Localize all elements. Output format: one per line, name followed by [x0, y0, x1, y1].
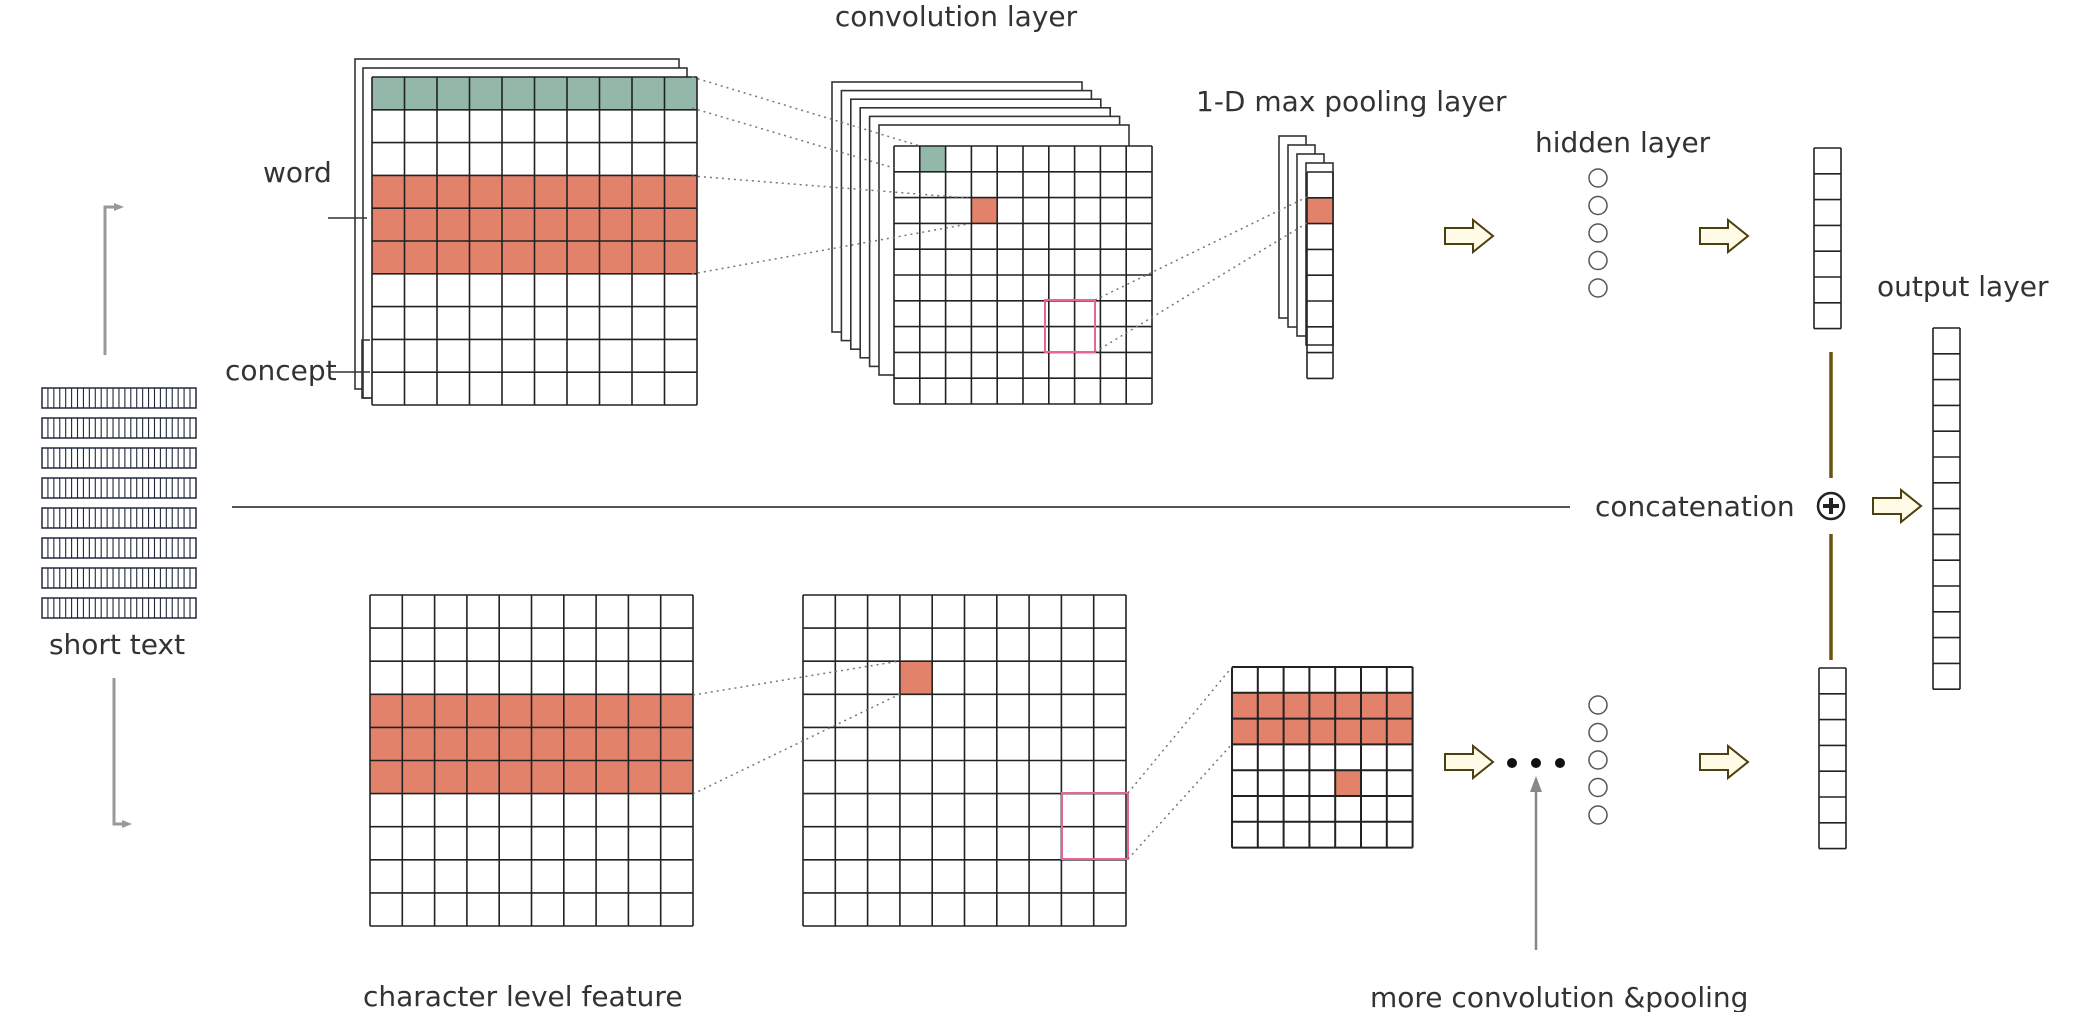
convolution-feature-map-stack — [831, 81, 1153, 405]
hidden-layer-nodes-top — [1588, 168, 1608, 298]
highlighted-cell — [899, 661, 933, 695]
flow-arrow — [1444, 217, 1495, 255]
branch-output-vector-top — [1813, 147, 1842, 330]
hidden-layer-nodes-bottom — [1588, 695, 1608, 825]
output-layer-vector — [1932, 327, 1961, 690]
short-text-row-ticks — [47, 418, 191, 438]
dotted-projection-line — [1127, 743, 1233, 860]
hidden-node — [1588, 168, 1608, 188]
down-arrow-head — [122, 820, 132, 828]
dotted-projection-line — [691, 175, 969, 199]
branch-output-vector-bottom — [1818, 667, 1847, 850]
flow-arrow — [1872, 487, 1923, 525]
short-text-row-ticks — [47, 508, 191, 528]
dotted-projection-line — [691, 107, 895, 169]
short-text-row-ticks — [47, 598, 191, 618]
vector-background — [1819, 668, 1846, 849]
vector-grid — [1818, 667, 1847, 850]
character-feature-matrix — [369, 594, 694, 927]
dotted-projection-line — [692, 660, 901, 696]
highlighted-cell — [919, 146, 946, 172]
short-text-row-ticks — [47, 538, 191, 558]
character-level-feature-label: character level feature — [363, 980, 683, 1012]
hidden-layer-label: hidden layer — [1535, 126, 1711, 159]
vector-grid — [1932, 327, 1961, 690]
dotted-projection-line — [691, 76, 921, 147]
ellipsis-dot — [1555, 758, 1565, 768]
ellipsis-dot — [1531, 758, 1541, 768]
dotted-projection-line — [692, 693, 901, 795]
pooling-window — [1061, 792, 1129, 860]
projection-lines — [691, 76, 1308, 860]
character-pooling-map — [1231, 666, 1414, 849]
hidden-node — [1588, 250, 1608, 271]
flow-arrow — [1444, 743, 1495, 781]
max-pooling-layer-label: 1-D max pooling layer — [1196, 85, 1507, 118]
dotted-projection-line — [1127, 666, 1233, 794]
short-text-row-ticks — [47, 478, 191, 498]
concat-plus-sign — [1823, 498, 1839, 514]
highlighted-cell — [1335, 770, 1361, 796]
word-label: word — [263, 156, 332, 189]
grid-lines — [371, 76, 698, 406]
down-connector-line — [112, 678, 126, 826]
vector-background — [1814, 148, 1841, 329]
up-arrow-head — [114, 203, 124, 211]
vector-grid — [1813, 147, 1842, 330]
short-text-stack — [41, 387, 197, 619]
short-text-row-ticks — [47, 568, 191, 588]
hidden-node — [1588, 750, 1608, 770]
pool-strip — [1305, 162, 1334, 346]
grid-lines — [893, 145, 1153, 405]
word-concept-embedding-matrix — [354, 58, 698, 406]
more-conv-arrow-head — [1530, 776, 1542, 792]
grid-lines — [369, 594, 694, 927]
flow-arrow — [1699, 217, 1750, 255]
max-pooling-stack — [1278, 135, 1334, 380]
grid-lines — [1231, 666, 1414, 849]
flow-arrow — [1699, 743, 1750, 781]
short-text-label: short text — [49, 628, 185, 661]
pool-strip-grid — [1306, 171, 1334, 380]
flow-arrows — [1444, 217, 1923, 950]
highlighted-cell — [971, 197, 998, 224]
word-concept-brackets — [328, 217, 370, 399]
hidden-node — [1588, 195, 1608, 216]
convolution-layer-label: convolution layer — [835, 0, 1078, 33]
hidden-node — [1588, 805, 1608, 825]
concept-bracket-side — [361, 339, 370, 399]
hidden-node — [1588, 695, 1608, 715]
grid-lines — [802, 594, 1127, 927]
pooled-max-cell — [1307, 197, 1333, 224]
ellipsis-dot — [1507, 758, 1517, 768]
concatenation-section — [232, 352, 1846, 660]
hidden-node — [1588, 223, 1608, 243]
hidden-node — [1588, 278, 1608, 298]
short-text-arrows — [103, 203, 132, 828]
hidden-node — [1588, 722, 1608, 743]
concept-label: concept — [225, 354, 337, 387]
character-convolution-map — [802, 594, 1129, 927]
up-connector-line — [103, 205, 118, 355]
output-layer-label: output layer — [1877, 270, 2049, 303]
concatenation-label: concatenation — [1595, 490, 1795, 523]
pooling-window — [1044, 299, 1096, 353]
short-text-row-ticks — [47, 448, 191, 468]
more-conv-pooling-label: more convolution &pooling — [1370, 981, 1748, 1012]
short-text-row-ticks — [47, 388, 191, 408]
hidden-node — [1588, 777, 1608, 798]
